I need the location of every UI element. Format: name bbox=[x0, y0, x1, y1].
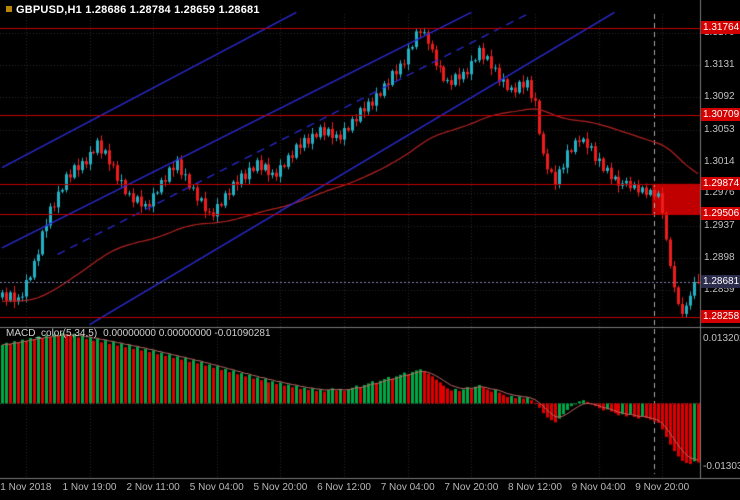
level-price-label: 1.28258 bbox=[701, 310, 740, 324]
time-axis-label: 5 Nov 04:00 bbox=[189, 482, 244, 493]
time-axis-label: 2 Nov 11:00 bbox=[126, 482, 180, 493]
level-price-label: 1.30709 bbox=[701, 107, 740, 121]
macd-indicator-header: MACD_color(5,34,5) 0.00000000 0.00000000 … bbox=[6, 328, 277, 339]
time-axis-label: 9 Nov 04:00 bbox=[571, 482, 626, 493]
symbol-period-label: GBPUSD,H1 bbox=[16, 4, 82, 16]
time-axis-label: 7 Nov 04:00 bbox=[380, 482, 435, 493]
macd-scale-label: 0.0132022 bbox=[703, 333, 740, 344]
macd-indicator-name: MACD_color(5,34,5) bbox=[6, 328, 98, 339]
price-tick-label: 1.2976 bbox=[704, 187, 735, 199]
current-price-label: 1.28681 bbox=[701, 275, 740, 289]
price-tick-label: 1.3131 bbox=[704, 59, 735, 71]
macd-scale-label: -0.0130329 bbox=[703, 461, 740, 472]
price-tick-label: 1.3053 bbox=[704, 123, 735, 135]
symbol-marker-icon bbox=[6, 6, 12, 12]
price-tick-label: 1.2859 bbox=[704, 283, 735, 295]
chart-title: GBPUSD,H1 1.28686 1.28784 1.28659 1.2868… bbox=[6, 4, 260, 16]
time-axis-label: 1 Nov 2018 bbox=[0, 482, 52, 493]
level-price-label: 1.31764 bbox=[701, 20, 740, 34]
time-axis-label: 7 Nov 20:00 bbox=[444, 482, 499, 493]
price-tick-label: 1.3092 bbox=[704, 91, 735, 103]
level-price-label: 1.29874 bbox=[701, 176, 740, 190]
level-price-label: 1.29506 bbox=[701, 207, 740, 221]
time-axis-label: 8 Nov 12:00 bbox=[507, 482, 562, 493]
time-axis-label: 1 Nov 19:00 bbox=[62, 482, 117, 493]
time-axis-label: 5 Nov 20:00 bbox=[253, 482, 308, 493]
time-axis-label: 6 Nov 12:00 bbox=[317, 482, 371, 493]
time-axis-label: 9 Nov 20:00 bbox=[635, 482, 690, 493]
macd-indicator-values: 0.00000000 0.00000000 -0.01090281 bbox=[103, 328, 271, 339]
price-tick-label: 1.2937 bbox=[704, 219, 735, 231]
ohlc-values: 1.28686 1.28784 1.28659 1.28681 bbox=[85, 4, 260, 16]
price-tick-label: 1.2898 bbox=[704, 251, 735, 263]
price-tick-label: 1.3014 bbox=[704, 155, 735, 167]
